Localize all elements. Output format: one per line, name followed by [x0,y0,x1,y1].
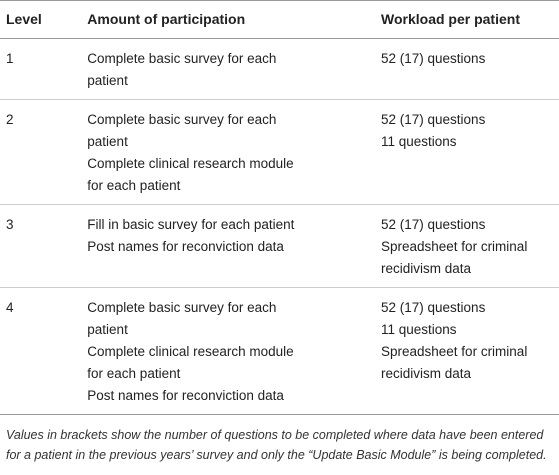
footnote: Values in brackets show the number of qu… [6,428,547,462]
workload-item: Spreadsheet for criminal recidivism data [381,344,528,381]
participation-cell: Complete basic survey for each patient Co… [81,288,375,415]
participation-cell: Complete basic survey for each patient Co… [81,99,375,205]
workload-cell: 52 (17) questions Spreadsheet for crimina… [375,204,559,288]
row: 4 Complete basic survey for each patient C… [0,288,559,415]
row: 3 Fill in basic survey for each patient Po… [0,204,559,288]
participation-cell: Complete basic survey for each patient [81,38,375,100]
row: 1 Complete basic survey for each patient 5… [0,38,559,100]
workload-item: Spreadsheet for criminal recidivism data [381,239,528,276]
workload-cell: 52 (17) questions [375,38,559,100]
workload-item: 11 questions [381,134,457,149]
participation-item: Complete clinical research module for ea… [87,156,294,193]
participation-item: Complete clinical research module for ea… [87,344,294,381]
header-cell: Amount of participation [81,0,375,39]
participation-item: Complete basic survey for each patient [87,112,277,149]
table-body: 1 Complete basic survey for each patient 5… [0,38,559,415]
level-cell: 2 [0,99,82,205]
table: Level Amount of participation Workload p… [0,0,559,415]
row: 2 Complete basic survey for each patient C… [0,99,559,205]
participation-item: Complete basic survey for each patient [87,51,277,88]
participation-cell: Fill in basic survey for each patient Pos… [81,204,375,288]
page: Level Amount of participation Workload p… [0,0,559,462]
participation-item: Fill in basic survey for each patient [87,217,295,232]
workload-cell: 52 (17) questions 11 questions Spreadsheet… [375,288,559,415]
workload-item: 52 (17) questions [381,51,486,66]
header-row: Level Amount of participation Workload p… [0,0,559,39]
level-cell: 3 [0,204,82,288]
participation-item: Complete basic survey for each patient [87,300,277,337]
workload-item: 52 (17) questions [381,112,486,127]
participation-item: Post names for reconviction data [87,239,284,254]
header-cell: Level [0,0,82,39]
workload-item: 52 (17) questions [381,300,486,315]
level-cell: 4 [6,300,14,315]
workload-item: 11 questions [381,322,457,337]
level-cell: 1 [0,38,82,100]
workload-cell: 52 (17) questions 11 questions [375,99,559,205]
header-cell: Workload per patient [375,0,559,39]
workload-item: 52 (17) questions [381,217,486,232]
participation-item: Post names for reconviction data [87,388,284,403]
